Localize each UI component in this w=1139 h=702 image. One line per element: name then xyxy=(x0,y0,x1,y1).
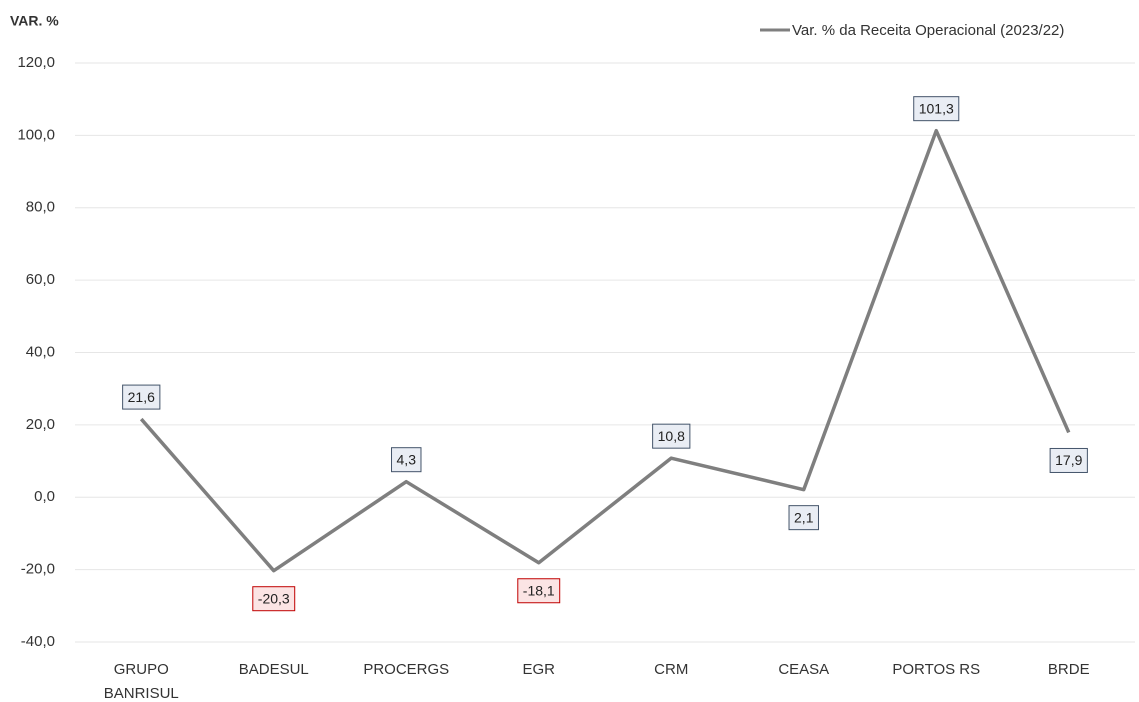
y-tick-label: 100,0 xyxy=(17,126,55,143)
data-label: 101,3 xyxy=(919,100,954,116)
x-tick-label: PORTOS RS xyxy=(892,661,980,678)
data-label-group: 4,3 xyxy=(391,447,422,473)
data-label-box xyxy=(788,505,819,531)
data-label-box xyxy=(652,423,691,449)
x-tick-label: BRDE xyxy=(1048,661,1090,678)
data-label: 4,3 xyxy=(397,451,417,467)
data-label-group: 21,6 xyxy=(122,384,161,410)
data-label: 2,1 xyxy=(794,509,814,525)
data-label-group: 2,1 xyxy=(788,505,819,531)
data-label-group: 17,9 xyxy=(1049,447,1088,473)
legend-label: Var. % da Receita Operacional (2023/22) xyxy=(792,22,1064,39)
x-tick-label: CRM xyxy=(654,661,688,678)
data-label-box xyxy=(252,586,296,612)
y-tick-label: 0,0 xyxy=(34,488,55,505)
y-tick-label: -20,0 xyxy=(21,561,55,578)
y-tick-label: 60,0 xyxy=(26,271,55,288)
data-label-box xyxy=(517,578,561,604)
data-label-box xyxy=(1049,447,1088,473)
data-label-group: -18,1 xyxy=(517,578,561,604)
data-label: 17,9 xyxy=(1055,452,1082,468)
data-label: 21,6 xyxy=(128,389,155,405)
x-tick-label: GRUPO BANRISUL xyxy=(104,661,179,702)
data-label-group: 101,3 xyxy=(913,96,960,122)
data-label-group: -20,3 xyxy=(252,586,296,612)
y-tick-label: 40,0 xyxy=(26,343,55,360)
y-tick-label: 80,0 xyxy=(26,199,55,216)
x-tick-label: PROCERGS xyxy=(363,661,449,678)
data-label: -18,1 xyxy=(523,582,555,598)
line xyxy=(139,128,1071,573)
data-label-box xyxy=(122,384,161,410)
data-label-box xyxy=(391,447,422,473)
y-tick-label: 120,0 xyxy=(17,54,55,71)
x-tick-label: BADESUL xyxy=(239,661,309,678)
y-axis-title: VAR. % xyxy=(10,13,59,29)
x-tick-label: EGR xyxy=(522,661,555,678)
data-label: 10,8 xyxy=(658,428,685,444)
data-label: -20,3 xyxy=(258,590,290,606)
x-tick-label: CEASA xyxy=(778,661,829,678)
data-label-box xyxy=(913,96,960,122)
data-label-group: 10,8 xyxy=(652,423,691,449)
y-tick-label: 20,0 xyxy=(26,416,55,433)
y-tick-label: -40,0 xyxy=(21,633,55,650)
